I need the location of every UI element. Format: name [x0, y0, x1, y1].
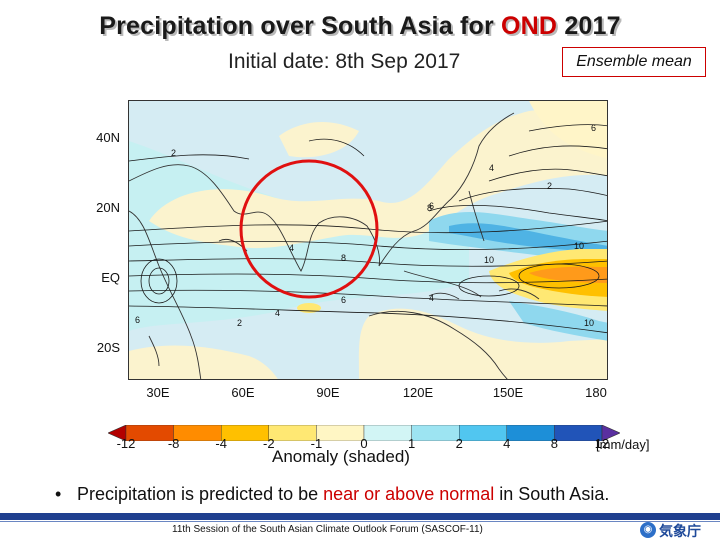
- summary-bullet: • Precipitation is predicted to be near o…: [55, 484, 609, 505]
- coast-madagascar: [148, 335, 160, 367]
- bullet-prefix: Precipitation is predicted to be: [77, 484, 324, 504]
- colorbar-high-extend: [601, 425, 620, 441]
- colorbar-tick-label: 8: [550, 436, 558, 451]
- contour-pacific-2: [458, 275, 520, 297]
- bullet-highlight: near or above normal: [323, 484, 495, 504]
- contour-label: 4: [275, 308, 280, 318]
- south-asia-highlight-circle: [239, 159, 379, 299]
- anomaly-colorbar: [108, 425, 620, 441]
- contour-label: 8: [341, 253, 346, 263]
- colorbar-tick-label: 4: [503, 436, 511, 451]
- page-title: Precipitation over South Asia for OND 20…: [0, 12, 720, 41]
- anomaly-shaded-label: Anomaly (shaded): [272, 447, 410, 466]
- shade-below-normal-land: [149, 101, 607, 249]
- colorbar-tick-label: 12: [594, 436, 610, 451]
- shade-below-normal-pacific: [529, 101, 607, 159]
- title-season: OND: [501, 12, 558, 40]
- contour-label: 2: [547, 181, 552, 191]
- contour-label-group: 6 2 4 6 8 10 2 4 6 8 4 10 6 2 4 10: [135, 123, 596, 328]
- title-prefix: Precipitation over South Asia for: [99, 12, 502, 40]
- contour-label: 2: [171, 148, 176, 158]
- jma-logo: ◉ 気象庁: [640, 522, 716, 540]
- lon-label: 60E: [231, 385, 255, 400]
- lon-label: 150E: [492, 385, 524, 400]
- coast-java: [428, 292, 460, 300]
- lon-label: 30E: [146, 385, 170, 400]
- bullet-suffix: in South Asia.: [494, 484, 610, 504]
- map-canvas: 6 2 4 6 8 10 2 4 6 8 4 10 6 2 4 10: [129, 101, 607, 379]
- contour-label: 10: [574, 241, 584, 251]
- lat-label: 40N: [96, 130, 120, 145]
- colorbar-tick-label: -2: [263, 436, 275, 451]
- contour-4: [129, 273, 607, 284]
- coast-australia: [368, 310, 508, 379]
- bullet-dot: •: [55, 484, 62, 504]
- footer-text: 11th Session of the South Asian Climate …: [172, 524, 483, 535]
- shade-below-normal-south: [129, 345, 278, 379]
- contour-1: [129, 220, 607, 234]
- colorbar-unit: [mm/day]: [596, 437, 650, 452]
- contour-north: [129, 154, 250, 162]
- precipitation-anomaly-map: 6 2 4 6 8 10 2 4 6 8 4 10 6 2 4 10: [128, 100, 608, 380]
- footer-line: [0, 521, 720, 522]
- coast-africa-east: [129, 210, 202, 379]
- lon-label: 180: [585, 385, 607, 400]
- contour-label: 4: [489, 163, 494, 173]
- contour-10: [508, 145, 607, 157]
- initial-date-subtitle: Initial date: 8th Sep 2017: [228, 50, 461, 73]
- colorbar-tick-label: -8: [167, 436, 180, 451]
- contour-tibet: [308, 138, 365, 157]
- shade-wet-spcz: [509, 301, 607, 341]
- coast-indonesia: [403, 270, 482, 298]
- colorbar-tick-label: -1: [310, 436, 323, 451]
- coast-asia: [129, 112, 515, 272]
- contour-label: 6: [429, 201, 434, 211]
- lon-label: 120E: [402, 385, 434, 400]
- title-suffix: 2017: [557, 12, 621, 40]
- contour-9: [488, 168, 607, 182]
- contour-5: [129, 289, 607, 307]
- precip-contours: [129, 124, 607, 334]
- contour-pacific-1: [518, 263, 600, 289]
- lat-label: EQ: [101, 270, 120, 285]
- colorbar-tick-label: 0: [360, 436, 368, 451]
- contour-label: 10: [484, 255, 494, 265]
- contour-label: 6: [135, 315, 140, 325]
- contour-label: 4: [429, 293, 434, 303]
- shade-below-normal-australia: [358, 308, 607, 379]
- coast-philippines: [468, 190, 485, 242]
- lon-label: 90E: [316, 385, 340, 400]
- contour-africa-2: [148, 267, 170, 295]
- contour-label: 6: [341, 295, 346, 305]
- contour-7: [428, 204, 607, 222]
- contour-2: [129, 240, 607, 251]
- coast-newguinea: [498, 288, 540, 300]
- lat-label: 20S: [96, 340, 120, 355]
- colorbar-tick-label: 2: [455, 436, 463, 451]
- contour-8: [458, 187, 607, 202]
- jma-logo-icon: ◉: [640, 522, 656, 538]
- colorbar-tick-label: -12: [116, 436, 136, 451]
- contour-africa-1: [140, 258, 178, 304]
- contour-label: 8: [427, 203, 432, 213]
- contour-label: 2: [237, 318, 242, 328]
- colorbar-tick-label: 1: [407, 436, 416, 451]
- contour-11: [528, 124, 607, 132]
- shade-dry-pacific-core: [529, 266, 607, 283]
- contour-label: 6: [591, 123, 596, 133]
- coastlines: [129, 112, 540, 379]
- colorbar-tick-label: -4: [215, 436, 227, 451]
- contour-6: [129, 305, 607, 334]
- ensemble-mean-label: Ensemble mean: [562, 47, 706, 77]
- jma-logo-text: 気象庁: [659, 523, 701, 539]
- contour-label: 4: [289, 243, 294, 253]
- footer-bar: [0, 513, 720, 520]
- contour-label: 10: [584, 318, 594, 328]
- lat-label: 20N: [96, 200, 120, 215]
